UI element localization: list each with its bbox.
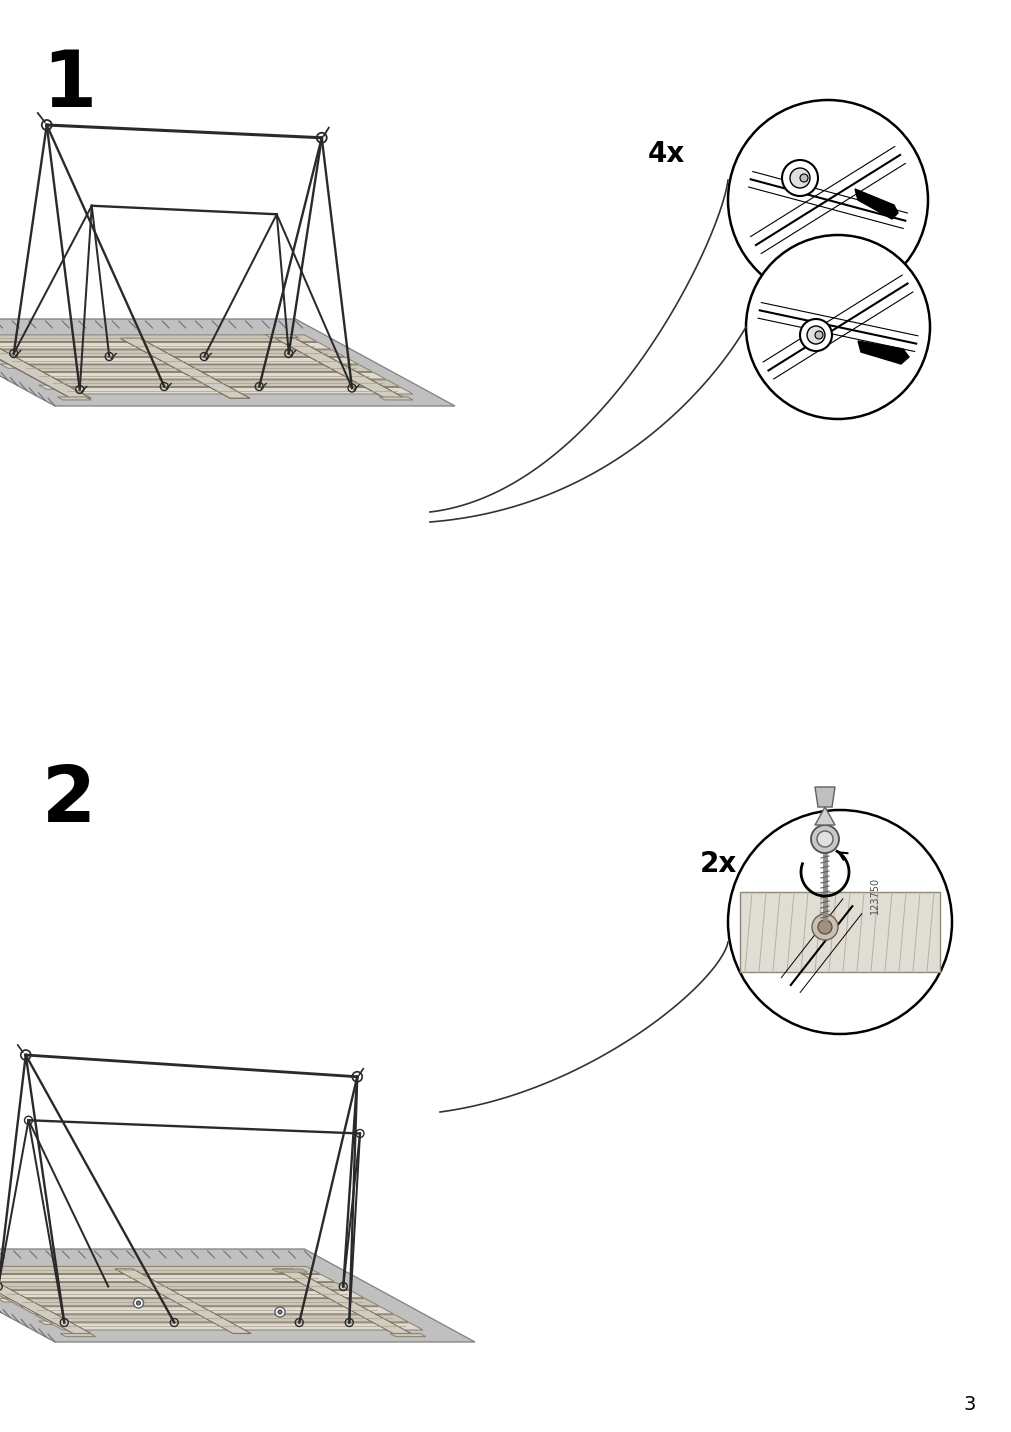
Text: 4x: 4x bbox=[647, 140, 684, 168]
Polygon shape bbox=[61, 1333, 96, 1336]
Circle shape bbox=[800, 175, 807, 182]
Polygon shape bbox=[0, 1274, 334, 1282]
Circle shape bbox=[133, 1297, 144, 1307]
Polygon shape bbox=[35, 1315, 407, 1322]
Polygon shape bbox=[0, 1299, 364, 1302]
Polygon shape bbox=[274, 1269, 410, 1333]
Polygon shape bbox=[0, 364, 358, 368]
Circle shape bbox=[814, 331, 822, 339]
Polygon shape bbox=[37, 379, 399, 387]
Circle shape bbox=[806, 326, 824, 344]
Polygon shape bbox=[0, 1290, 364, 1297]
Polygon shape bbox=[275, 338, 404, 398]
Polygon shape bbox=[50, 1323, 423, 1330]
Circle shape bbox=[811, 914, 837, 939]
Circle shape bbox=[278, 1310, 282, 1315]
Circle shape bbox=[790, 168, 809, 188]
Polygon shape bbox=[0, 319, 455, 407]
Polygon shape bbox=[0, 349, 344, 357]
Polygon shape bbox=[857, 341, 908, 364]
Circle shape bbox=[816, 831, 832, 846]
Text: 2x: 2x bbox=[700, 851, 737, 878]
Polygon shape bbox=[379, 397, 412, 400]
Polygon shape bbox=[0, 1266, 319, 1273]
Text: 3: 3 bbox=[962, 1395, 976, 1413]
Polygon shape bbox=[58, 397, 91, 400]
Polygon shape bbox=[120, 338, 250, 398]
Polygon shape bbox=[0, 1283, 349, 1290]
Polygon shape bbox=[0, 344, 319, 347]
Circle shape bbox=[810, 825, 838, 853]
Polygon shape bbox=[390, 1333, 426, 1336]
Circle shape bbox=[782, 160, 817, 196]
Circle shape bbox=[275, 1307, 285, 1317]
Polygon shape bbox=[854, 189, 897, 219]
Polygon shape bbox=[51, 388, 412, 394]
Text: 2: 2 bbox=[42, 762, 96, 838]
Polygon shape bbox=[265, 335, 298, 338]
Polygon shape bbox=[0, 1269, 91, 1333]
Circle shape bbox=[136, 1302, 141, 1305]
Polygon shape bbox=[5, 1299, 378, 1306]
Polygon shape bbox=[38, 1320, 404, 1325]
Polygon shape bbox=[814, 808, 834, 825]
Polygon shape bbox=[739, 892, 939, 972]
Polygon shape bbox=[0, 358, 358, 364]
Polygon shape bbox=[0, 338, 91, 398]
Polygon shape bbox=[272, 1269, 307, 1272]
Polygon shape bbox=[0, 1249, 474, 1342]
Polygon shape bbox=[114, 1269, 251, 1333]
Polygon shape bbox=[814, 788, 834, 808]
Polygon shape bbox=[0, 335, 316, 341]
Circle shape bbox=[817, 919, 831, 934]
Circle shape bbox=[727, 811, 951, 1034]
Text: 123750: 123750 bbox=[869, 876, 880, 914]
Polygon shape bbox=[0, 342, 331, 349]
Circle shape bbox=[800, 319, 831, 351]
Polygon shape bbox=[38, 385, 396, 390]
Circle shape bbox=[745, 235, 929, 420]
Circle shape bbox=[727, 100, 927, 299]
Polygon shape bbox=[10, 365, 371, 371]
Polygon shape bbox=[23, 372, 385, 379]
Text: 1: 1 bbox=[42, 47, 96, 123]
Polygon shape bbox=[20, 1307, 393, 1315]
Polygon shape bbox=[0, 1276, 323, 1279]
